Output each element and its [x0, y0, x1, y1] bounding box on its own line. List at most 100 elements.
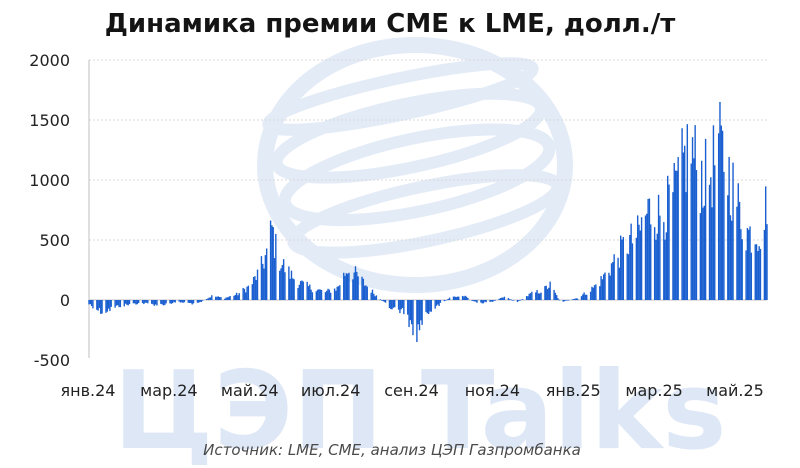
bar: [553, 289, 555, 300]
bar: [309, 284, 311, 300]
bar: [220, 297, 222, 300]
bar: [429, 300, 431, 312]
bar: [418, 300, 421, 331]
bar: [490, 300, 493, 302]
bar: [754, 244, 756, 300]
bar: [738, 201, 741, 300]
bar: [456, 296, 459, 300]
bar: [337, 286, 340, 300]
bar: [403, 300, 405, 315]
bar: [549, 281, 551, 300]
bar: [399, 300, 401, 314]
bar: [100, 300, 102, 314]
bar: [435, 300, 438, 306]
bar: [327, 288, 329, 300]
bar: [288, 266, 290, 300]
bar: [392, 300, 395, 308]
bar: [510, 299, 512, 301]
bar: [455, 296, 457, 300]
bar: [356, 271, 358, 300]
bar: [721, 130, 724, 300]
bar: [665, 232, 668, 300]
bar: [165, 300, 167, 304]
bar: [379, 299, 382, 300]
bar: [694, 125, 696, 300]
bar: [593, 285, 596, 300]
x-axis-ticks: янв.24 мар.24 май.24 июл.24 сен.24 ноя.24 янв.…: [61, 381, 764, 400]
bar: [188, 300, 191, 303]
bar: [412, 300, 414, 336]
bar: [546, 289, 549, 300]
bar: [618, 267, 621, 300]
x-tick-label: сен.24: [384, 381, 439, 400]
bar: [263, 268, 265, 300]
bar: [471, 300, 473, 301]
bar: [536, 290, 538, 300]
bar: [555, 295, 558, 300]
bar: [728, 156, 730, 300]
bar: [741, 239, 743, 300]
bar: [271, 225, 273, 300]
y-tick-label: 1500: [29, 111, 70, 130]
bar: [464, 295, 466, 300]
bar: [763, 229, 766, 300]
bar: [503, 296, 506, 300]
bar: [511, 300, 513, 301]
bar: [336, 286, 338, 300]
bar: [299, 281, 302, 300]
bar: [269, 220, 272, 300]
bar: [476, 300, 478, 303]
bar: [126, 300, 128, 305]
bar: [408, 300, 410, 328]
bar: [494, 300, 496, 301]
bar: [147, 300, 149, 304]
bar: [535, 292, 537, 300]
bar: [604, 272, 606, 300]
bar: [731, 220, 733, 300]
bar: [746, 228, 749, 300]
bar: [134, 300, 136, 304]
bar: [200, 300, 203, 303]
bar: [737, 183, 739, 300]
bar: [348, 272, 350, 300]
bar: [520, 299, 523, 301]
bar: [119, 300, 122, 308]
bar-series: [88, 101, 768, 343]
bar: [528, 293, 530, 300]
bar: [647, 198, 649, 300]
bar: [584, 294, 587, 300]
bar: [572, 299, 575, 300]
bar: [622, 237, 625, 300]
bar: [516, 300, 519, 303]
bar: [540, 292, 542, 300]
bar: [448, 297, 451, 300]
bar: [345, 273, 348, 300]
bar: [609, 275, 611, 300]
bar: [115, 300, 118, 306]
y-tick-label: 500: [39, 231, 70, 250]
x-tick-label: май.24: [221, 381, 279, 400]
bar: [280, 268, 282, 300]
bar: [512, 300, 515, 301]
globe-ring: [257, 37, 573, 293]
bar: [508, 299, 511, 300]
bar: [766, 224, 768, 300]
bar: [485, 300, 487, 303]
bar: [243, 288, 246, 300]
bar: [237, 295, 239, 300]
bar: [382, 300, 384, 302]
bar: [612, 262, 614, 300]
bar: [674, 170, 677, 300]
bar: [282, 259, 285, 300]
bar: [759, 248, 762, 300]
x-tick-label: ноя.24: [465, 381, 520, 400]
bar: [252, 277, 255, 300]
bar: [667, 175, 669, 300]
bar: [192, 300, 195, 304]
bar: [571, 299, 574, 300]
bar: [443, 300, 446, 302]
bar: [289, 278, 291, 300]
x-tick-label: мар.24: [140, 381, 197, 400]
globe-arc: [262, 57, 539, 136]
